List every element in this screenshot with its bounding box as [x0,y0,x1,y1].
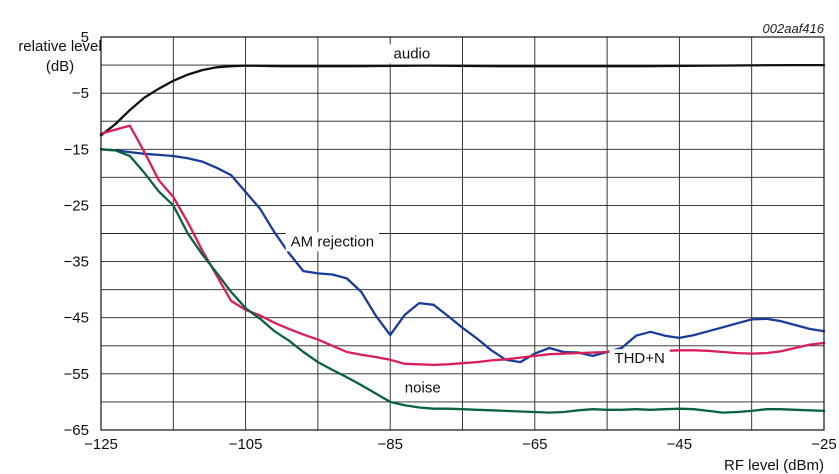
y-tick-label: −35 [64,254,89,271]
y-axis-label-line1: relative level [18,38,101,55]
y-tick-label: −25 [64,197,89,214]
series-label-background [399,378,446,398]
series-label-background [388,44,436,64]
x-tick-label: −25 [811,436,836,453]
series-layer [99,63,826,414]
series-label-am-rejection: AM rejection [285,232,380,252]
series-line-thd-n [99,124,826,367]
x-tick-label: −105 [229,436,263,453]
y-axis-label-line2: (dB) [46,58,74,75]
x-tick-label: −65 [522,436,547,453]
y-tick-label: −65 [64,422,89,439]
grid [100,36,825,431]
x-tick-label: −85 [377,436,402,453]
annotation-layer: audio AM rejection THD+N noise [285,44,670,398]
series-line-noise [99,148,826,414]
plot-frame [100,36,825,431]
series-label-text: audio [394,45,431,62]
figure-reference: 002aaf416 [763,21,825,36]
series-line-audio [99,63,826,137]
series-label-background [285,232,380,252]
series-label-text: AM rejection [291,233,374,250]
series-label-text: noise [405,379,441,396]
x-axis-label: RF level (dBm) [724,457,824,474]
series-line-am-rejection [99,148,826,364]
y-axis-ticks: 5 −5 −15 −25 −35 −45 −55 −65 [64,29,89,439]
x-tick-label: −125 [84,436,118,453]
y-tick-label: −55 [64,366,89,383]
series-label-noise: noise [399,378,446,398]
x-axis-ticks: −125 −105 −85 −65 −45 −25 [84,436,837,453]
series-label-audio: audio [388,44,436,64]
y-tick-label: −5 [72,85,89,102]
series-label-thd-n: THD+N [609,349,670,369]
y-tick-label: −45 [64,310,89,327]
series-label-background [609,349,670,369]
x-tick-label: −45 [667,436,692,453]
series-label-text: THD+N [614,350,664,367]
y-tick-label: 5 [81,29,89,46]
y-tick-label: −15 [64,141,89,158]
